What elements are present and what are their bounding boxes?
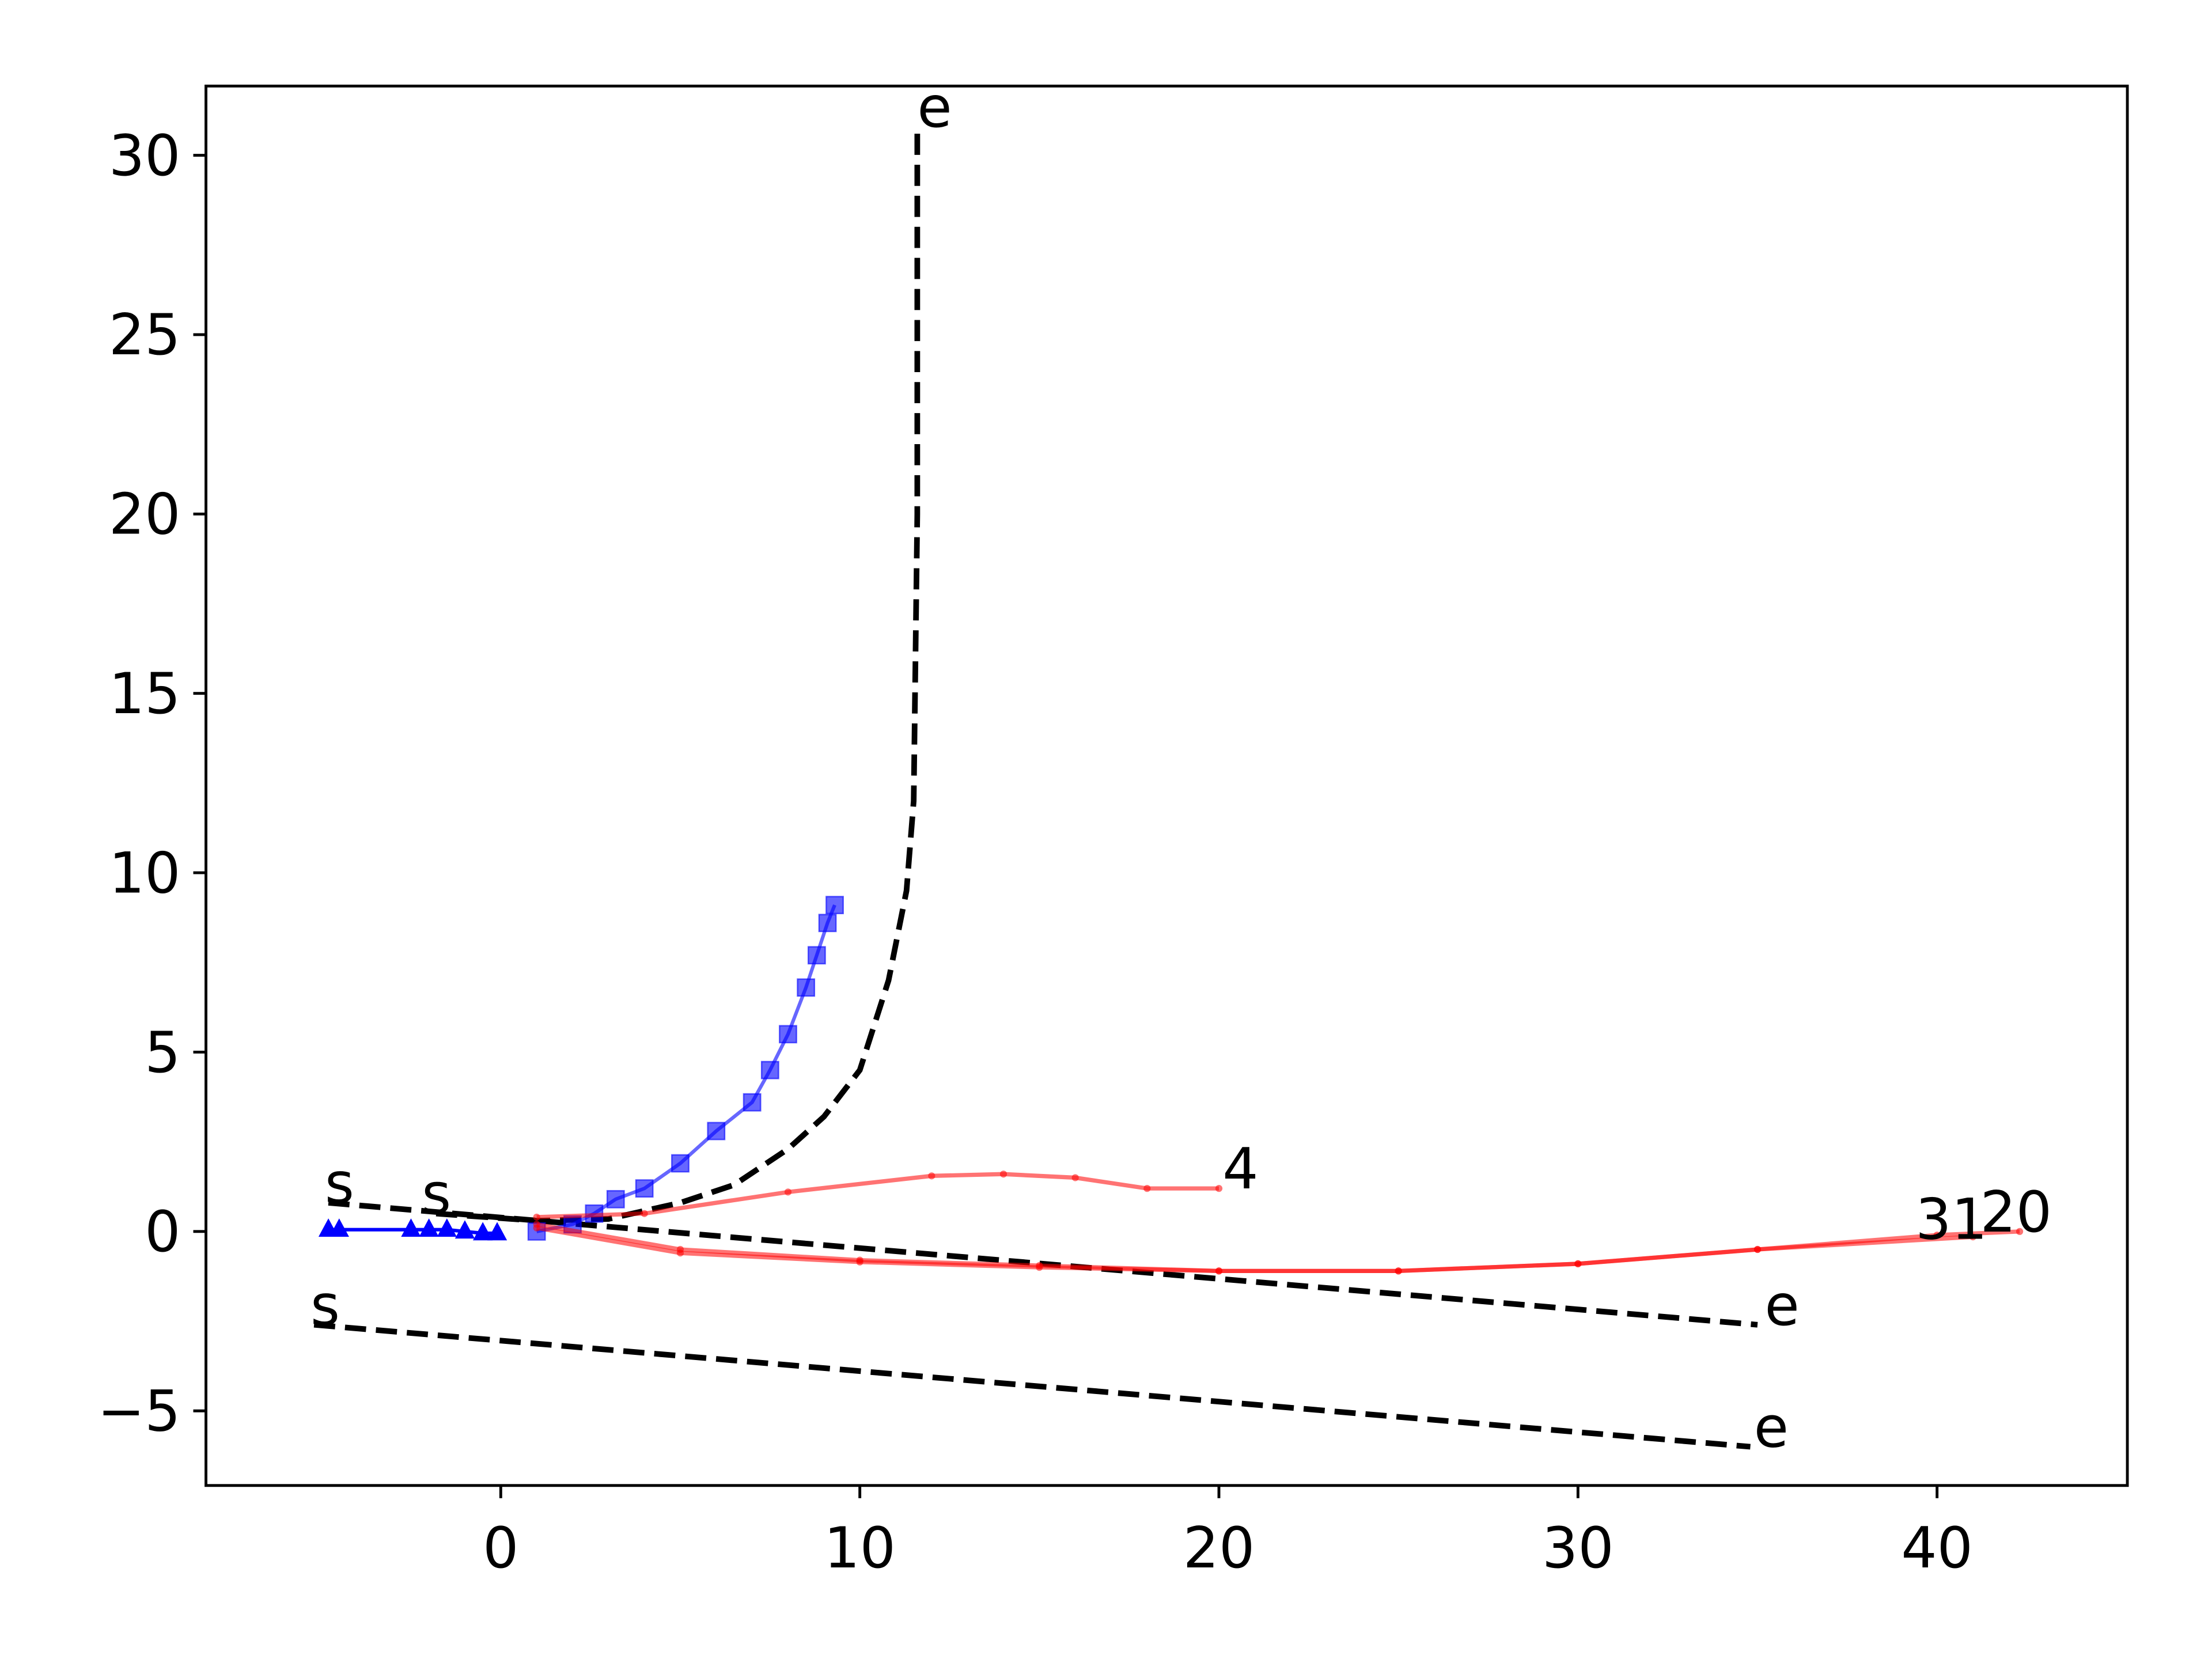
square-marker <box>707 1122 726 1141</box>
y-tick-label: 25 <box>109 302 181 368</box>
triangle-marker <box>454 1220 475 1239</box>
dot-marker <box>1215 1185 1223 1192</box>
annotation: s <box>325 1151 354 1217</box>
series-line <box>313 1321 1751 1450</box>
dot-marker <box>1753 1245 1762 1253</box>
x-tick-label: 40 <box>1901 1516 1973 1581</box>
square-marker <box>743 1093 762 1112</box>
y-tick-label: −5 <box>97 1379 180 1445</box>
y-tick-label: 30 <box>109 123 181 189</box>
axes-frame <box>204 84 2129 1487</box>
x-tick-label: 10 <box>824 1516 896 1581</box>
triangle-marker <box>487 1222 507 1241</box>
annotation: 20 <box>1980 1180 2052 1245</box>
annotation: s <box>310 1273 340 1339</box>
dot-marker <box>1574 1260 1582 1268</box>
y-tick-label: 20 <box>109 482 181 548</box>
annotation: s <box>422 1162 451 1228</box>
square-marker <box>807 946 826 965</box>
x-tick-label: 30 <box>1542 1516 1614 1581</box>
triangle-marker <box>437 1218 457 1237</box>
square-marker <box>818 914 837 933</box>
annotation: e <box>917 75 952 141</box>
annotation: 4 <box>1222 1137 1258 1202</box>
dot-marker <box>1071 1174 1079 1181</box>
square-marker <box>760 1060 779 1080</box>
square-marker <box>779 1025 797 1044</box>
dot-marker <box>1143 1185 1151 1192</box>
y-tick-label: 15 <box>109 661 181 727</box>
dot-marker <box>928 1172 935 1180</box>
dot-marker <box>999 1171 1007 1178</box>
dot-marker <box>1036 1264 1043 1271</box>
triangle-marker <box>419 1218 439 1237</box>
square-marker <box>671 1154 690 1173</box>
square-marker <box>635 1179 654 1198</box>
annotation: e <box>1764 1273 1799 1339</box>
annotation: e <box>1754 1395 1789 1461</box>
square-marker <box>797 978 816 997</box>
dot-marker <box>533 1213 540 1221</box>
y-tick-label: 10 <box>109 840 181 906</box>
dot-marker <box>784 1188 792 1196</box>
series-line <box>536 1172 1219 1219</box>
square-marker <box>825 896 844 915</box>
annotation: 31 <box>1915 1187 1987 1252</box>
y-tick-label: 0 <box>145 1199 180 1265</box>
dot-marker <box>1215 1267 1223 1275</box>
dot-marker <box>533 1224 540 1232</box>
dot-marker <box>1395 1267 1402 1275</box>
dot-marker <box>641 1210 648 1217</box>
x-tick-label: 20 <box>1183 1516 1255 1581</box>
y-tick-label: 5 <box>145 1020 180 1086</box>
triangle-marker <box>473 1222 493 1241</box>
dot-marker <box>676 1249 684 1257</box>
triangle-marker <box>401 1218 421 1237</box>
x-tick-label: 0 <box>483 1516 518 1581</box>
triangle-marker <box>329 1218 349 1237</box>
square-marker <box>606 1190 625 1209</box>
series-line <box>435 126 921 1224</box>
dot-marker <box>2016 1228 2024 1235</box>
dot-marker <box>856 1258 863 1266</box>
dot-marker <box>1969 1233 1977 1241</box>
